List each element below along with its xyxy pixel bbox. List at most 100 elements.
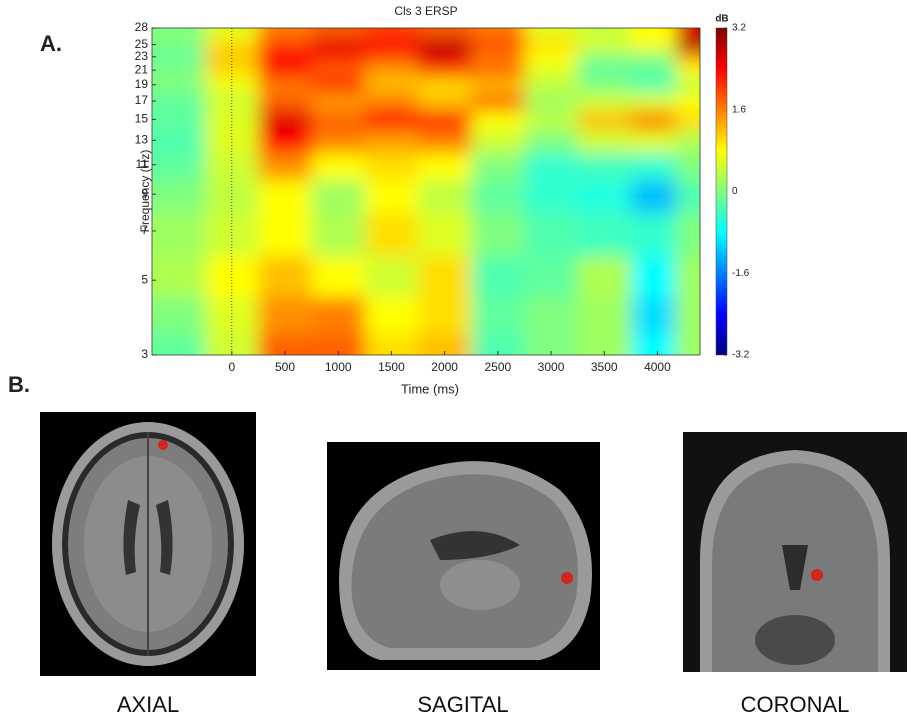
heatmap-cell <box>578 77 632 93</box>
heatmap-cell <box>365 213 419 257</box>
heatmap-cell <box>524 93 578 111</box>
heatmap-cell <box>132 297 206 335</box>
heatmap-cell <box>631 297 677 335</box>
heatmap-cell <box>418 77 472 93</box>
heatmap-cell <box>676 256 720 297</box>
heatmap-cell <box>365 51 419 64</box>
heatmap-cell <box>418 153 472 180</box>
heatmap-cell <box>524 36 578 51</box>
heatmap-cell <box>578 63 632 77</box>
heatmap-cell <box>524 51 578 64</box>
heatmap-cell <box>205 93 259 111</box>
heatmap-cell <box>312 93 366 111</box>
heatmap-cell <box>676 213 720 257</box>
heatmap-cell <box>418 110 472 130</box>
heatmap-cell <box>676 179 720 213</box>
heatmap-cell <box>578 110 632 130</box>
heatmap-cell <box>471 36 525 51</box>
heatmap-cell <box>418 179 472 213</box>
heatmap-cell <box>312 179 366 213</box>
heatmap-cell <box>676 36 720 51</box>
colorbar-tick-label: 0 <box>732 186 738 197</box>
heatmap-cell <box>631 110 677 130</box>
heatmap-cell <box>578 93 632 111</box>
x-tick-label: 500 <box>275 360 295 374</box>
x-tick-label: 3500 <box>591 360 618 374</box>
heatmap-cell <box>418 256 472 297</box>
heatmap-cell <box>676 153 720 180</box>
heatmap-cell <box>365 63 419 77</box>
heatmap-cell <box>312 63 366 77</box>
heatmap-cell <box>631 256 677 297</box>
view-label: SAGITAL <box>417 692 508 717</box>
y-tick-label: 13 <box>135 132 149 146</box>
heatmap-cell <box>471 130 525 153</box>
heatmap-cell <box>418 130 472 153</box>
x-tick-label: 3000 <box>538 360 565 374</box>
heatmap-cell <box>312 297 366 335</box>
heatmap-cell <box>365 36 419 51</box>
view-label: CORONAL <box>741 692 850 717</box>
y-tick-label: 5 <box>141 272 148 286</box>
heatmap <box>132 8 721 376</box>
sagittal-image <box>327 442 600 670</box>
heatmap-cell <box>578 297 632 335</box>
y-tick-label: 28 <box>135 20 149 34</box>
heatmap-cell <box>471 179 525 213</box>
heatmap-cell <box>631 77 677 93</box>
y-tick-label: 21 <box>135 62 149 76</box>
heatmap-cell <box>524 130 578 153</box>
heatmap-cell <box>631 93 677 111</box>
x-tick-label: 2500 <box>484 360 511 374</box>
heatmap-cell <box>676 77 720 93</box>
heatmap-cell <box>312 153 366 180</box>
heatmap-cell <box>676 110 720 130</box>
heatmap-cell <box>258 77 312 93</box>
heatmap-cell <box>578 36 632 51</box>
y-tick-label: 19 <box>135 77 149 91</box>
heatmap-cell <box>471 8 525 37</box>
heatmap-cell <box>258 213 312 257</box>
heatmap-cell <box>418 63 472 77</box>
y-tick-label: 15 <box>135 112 149 126</box>
heatmap-cell <box>471 256 525 297</box>
heatmap-cell <box>631 63 677 77</box>
panel-label: B. <box>8 372 30 397</box>
heatmap-cell <box>258 130 312 153</box>
heatmap-cell <box>365 77 419 93</box>
heatmap-cell <box>471 213 525 257</box>
heatmap-cell <box>631 36 677 51</box>
heatmap-cell <box>631 213 677 257</box>
x-axis-label: Time (ms) <box>401 381 459 396</box>
heatmap-cell <box>471 93 525 111</box>
heatmap-cell <box>312 110 366 130</box>
heatmap-cell <box>312 130 366 153</box>
heatmap-cell <box>578 213 632 257</box>
heatmap-cell <box>524 153 578 180</box>
heatmap-cell <box>418 93 472 111</box>
heatmap-cell <box>365 179 419 213</box>
heatmap-cell <box>578 153 632 180</box>
heatmap-cell <box>524 179 578 213</box>
heatmap-cell <box>471 77 525 93</box>
heatmap-cell <box>418 297 472 335</box>
heatmap-cell <box>418 36 472 51</box>
heatmap-cell <box>258 153 312 180</box>
y-tick-label: 9 <box>141 186 148 200</box>
heatmap-cell <box>524 110 578 130</box>
y-tick-label: 23 <box>135 49 149 63</box>
heatmap-cell <box>524 63 578 77</box>
heatmap-cell <box>365 297 419 335</box>
heatmap-cell <box>312 36 366 51</box>
heatmap-cell <box>258 51 312 64</box>
coronal-image <box>683 432 907 672</box>
heatmap-cell <box>312 51 366 64</box>
x-tick-label: 1000 <box>325 360 352 374</box>
y-tick-label: 7 <box>141 223 148 237</box>
heatmap-cell <box>258 63 312 77</box>
heatmap-cell <box>418 213 472 257</box>
heatmap-cell <box>258 110 312 130</box>
heatmap-cell <box>258 297 312 335</box>
heatmap-cell <box>365 110 419 130</box>
heatmap-cell <box>312 77 366 93</box>
